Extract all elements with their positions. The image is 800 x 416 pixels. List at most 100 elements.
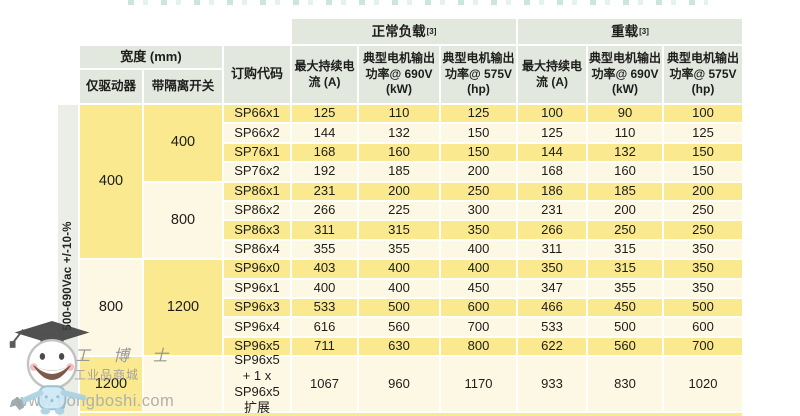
nl-hp575-header: 典型电机输出 功率@ 575V (hp) (441, 46, 516, 103)
value-cell: 250 (664, 201, 742, 220)
switch-width-cell: 800 (144, 182, 222, 259)
value-cell: 933 (518, 357, 586, 412)
value-cell: 300 (441, 201, 516, 220)
value-cell: 125 (441, 105, 516, 123)
value-cell: 185 (588, 182, 662, 200)
value-cell: 315 (588, 240, 662, 259)
value-cell: 800 (441, 337, 516, 356)
value-cell: 315 (588, 260, 662, 278)
value-cell: 200 (359, 182, 439, 200)
order-code-cell: SP86x2 (224, 201, 290, 220)
value-cell: 250 (588, 221, 662, 239)
value-cell: 1067 (292, 357, 357, 412)
value-cell: 144 (292, 124, 357, 142)
clipped-next-row (80, 413, 742, 416)
order-code-cell: SP96x3 (224, 298, 290, 317)
value-cell: 168 (518, 163, 586, 181)
value-cell: 350 (664, 260, 742, 278)
switch-width-cell: 1200 (144, 260, 222, 356)
value-cell: 132 (359, 124, 439, 142)
value-cell: 250 (441, 182, 516, 200)
value-cell: 700 (441, 318, 516, 336)
order-code-cell: SP86x4 (224, 240, 290, 259)
watermark-brand-text: 工 博 士 (74, 346, 178, 365)
order-code-cell: SP76x2 (224, 163, 290, 181)
value-cell: 350 (518, 260, 586, 278)
order-code-cell: SP96x4 (224, 318, 290, 336)
drive-width-cell: 800 (80, 260, 142, 356)
value-cell: 466 (518, 298, 586, 317)
value-cell: 350 (441, 221, 516, 239)
nl-kw690-header: 典型电机输出 功率@ 690V (kW) (359, 46, 439, 103)
watermark-mall-text: 工业品商城 (74, 368, 140, 382)
order-code-cell: SP86x1 (224, 182, 290, 200)
value-cell: 1020 (664, 357, 742, 412)
value-cell: 266 (518, 221, 586, 239)
value-cell: 350 (664, 240, 742, 259)
value-cell: 311 (292, 221, 357, 239)
value-cell: 200 (441, 163, 516, 181)
value-cell: 616 (292, 318, 357, 336)
band-heavy-load: 重载 [3] (518, 19, 742, 44)
value-cell: 560 (588, 337, 662, 356)
value-cell: 100 (518, 105, 586, 123)
value-cell: 90 (588, 105, 662, 123)
value-cell: 125 (664, 124, 742, 142)
value-cell: 125 (518, 124, 586, 142)
value-cell: 150 (441, 124, 516, 142)
value-cell: 400 (441, 240, 516, 259)
value-cell: 830 (588, 357, 662, 412)
value-cell: 250 (664, 221, 742, 239)
value-cell: 500 (588, 318, 662, 336)
value-cell: 700 (664, 337, 742, 356)
value-cell: 355 (588, 279, 662, 297)
value-cell: 160 (588, 163, 662, 181)
value-cell: 144 (518, 143, 586, 162)
order-code-cell: SP86x3 (224, 221, 290, 239)
order-code-cell: SP66x1 (224, 105, 290, 123)
value-cell: 125 (292, 105, 357, 123)
value-cell: 400 (359, 279, 439, 297)
value-cell: 622 (518, 337, 586, 356)
gongboshi-mascot-logo (9, 320, 90, 415)
value-cell: 533 (292, 298, 357, 317)
value-cell: 231 (292, 182, 357, 200)
order-code-cell: SP96x0 (224, 260, 290, 278)
order-code-cell: SP96x5 (224, 337, 290, 356)
spec-table: 正常负载 [3] 重载 [3] 宽度 (mm) 订购代码 仅驱动器 带隔离开关 最大… (58, 19, 742, 416)
voltage-range-label: 500-690Vac +/-10-% (62, 221, 74, 331)
drive-width-cell: 400 (80, 105, 142, 259)
value-cell: 100 (664, 105, 742, 123)
nl-current-header: 最大持续电 流 (A) (292, 46, 357, 103)
value-cell: 185 (359, 163, 439, 181)
value-cell: 168 (292, 143, 357, 162)
value-cell: 560 (359, 318, 439, 336)
value-cell: 231 (518, 201, 586, 220)
hd-current-header: 最大持续电 流 (A) (518, 46, 586, 103)
value-cell: 150 (664, 163, 742, 181)
value-cell: 355 (292, 240, 357, 259)
order-code-header: 订购代码 (224, 46, 290, 103)
value-cell: 403 (292, 260, 357, 278)
order-code-cell: SP66x2 (224, 124, 290, 142)
drive-width-cell: 1200 (80, 357, 142, 412)
value-cell: 186 (518, 182, 586, 200)
value-cell: 500 (664, 298, 742, 317)
drive-only-header: 仅驱动器 (80, 70, 142, 103)
value-cell: 400 (292, 279, 357, 297)
value-cell: 110 (359, 105, 439, 123)
switch-width-cell: 400 (144, 105, 222, 181)
value-cell: 192 (292, 163, 357, 181)
value-cell: 355 (359, 240, 439, 259)
value-cell: 600 (664, 318, 742, 336)
value-cell: 350 (664, 279, 742, 297)
value-cell: 200 (664, 182, 742, 200)
footnote-ref: [3] (639, 26, 649, 36)
hd-hp575-header: 典型电机输出 功率@ 575V (hp) (664, 46, 742, 103)
band-normal-label: 正常负载 (371, 23, 426, 39)
value-cell: 132 (588, 143, 662, 162)
band-normal-load: 正常负载 [3] (292, 19, 516, 44)
value-cell: 600 (441, 298, 516, 317)
value-cell: 450 (441, 279, 516, 297)
